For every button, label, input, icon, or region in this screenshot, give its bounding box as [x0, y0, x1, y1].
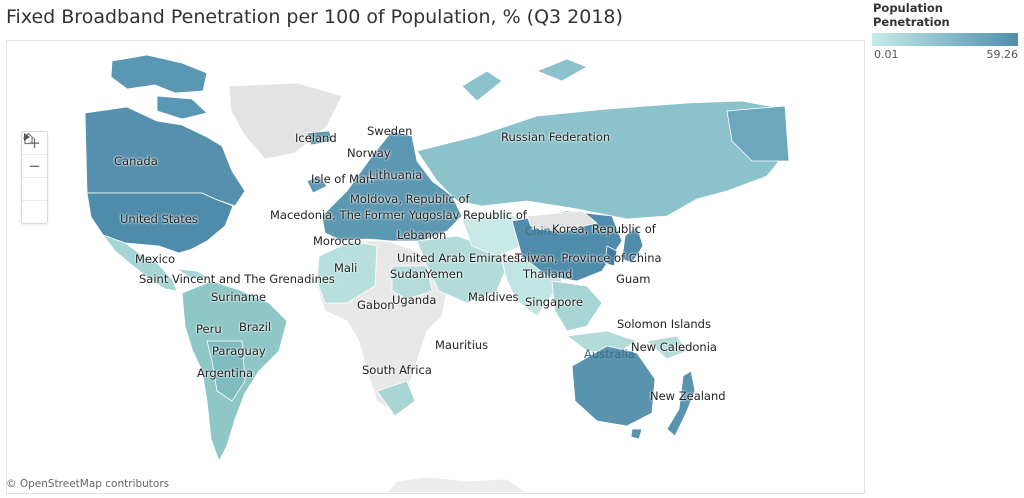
- zoom-out-button[interactable]: −: [22, 155, 47, 178]
- southeast-asia-region: [551, 280, 603, 332]
- middle-east-region: [416, 235, 508, 304]
- label-new-zealand[interactable]: New Zealand: [650, 389, 726, 403]
- chart-title: Fixed Broadband Penetration per 100 of P…: [6, 6, 623, 28]
- label-suriname[interactable]: Suriname: [211, 290, 267, 304]
- label-south-africa[interactable]: South Africa: [362, 363, 432, 377]
- iceland-region: [306, 130, 334, 146]
- label-guam[interactable]: Guam: [616, 272, 651, 286]
- label-saint-vincent[interactable]: Saint Vincent and The Grenadines: [139, 272, 335, 286]
- label-new-caledonia[interactable]: New Caledonia: [631, 340, 717, 354]
- legend-title: Population Penetration: [873, 1, 950, 29]
- label-united-states[interactable]: United States: [120, 212, 198, 226]
- label-mali[interactable]: Mali: [334, 261, 358, 275]
- world-map[interactable]: + − Iceland Sweden Norway Isle of Man Li…: [6, 40, 865, 494]
- label-china[interactable]: China: [525, 224, 558, 238]
- label-iceland[interactable]: Iceland: [295, 131, 337, 145]
- label-sudan[interactable]: Sudan: [390, 267, 427, 281]
- play-icon: [24, 133, 30, 141]
- russia-region: [416, 100, 788, 220]
- label-thailand[interactable]: Thailand: [523, 267, 573, 281]
- home-button[interactable]: [22, 132, 47, 201]
- greenland-region: [228, 82, 343, 160]
- legend-min-value: 0.01: [874, 48, 899, 61]
- label-mexico[interactable]: Mexico: [135, 252, 176, 266]
- label-korea[interactable]: Korea, Republic of: [552, 222, 656, 236]
- label-solomon-islands[interactable]: Solomon Islands: [617, 317, 711, 331]
- label-paraguay[interactable]: Paraguay: [212, 344, 266, 358]
- mexico-region: [101, 234, 178, 292]
- map-canvas[interactable]: [7, 41, 864, 493]
- expand-toolbar-button[interactable]: [22, 133, 47, 223]
- label-canada[interactable]: Canada: [114, 154, 158, 168]
- legend-range: 0.01 59.26: [872, 46, 1020, 62]
- map-attribution[interactable]: © OpenStreetMap contributors: [6, 478, 170, 490]
- label-moldova[interactable]: Moldova, Republic of: [350, 192, 470, 206]
- label-macedonia[interactable]: Macedonia, The Former Yugoslav Republic …: [270, 208, 527, 222]
- label-brazil[interactable]: Brazil: [239, 320, 272, 334]
- label-lithuania[interactable]: Lithuania: [369, 168, 423, 182]
- new-zealand-region: [666, 370, 696, 437]
- label-singapore[interactable]: Singapore: [525, 295, 584, 309]
- label-australia[interactable]: Australia: [584, 347, 635, 361]
- zoom-in-button[interactable]: +: [22, 132, 47, 155]
- europe-region: [321, 130, 463, 242]
- label-taiwan[interactable]: Taiwan, Province of China: [515, 251, 662, 265]
- legend-max-value: 59.26: [986, 48, 1019, 61]
- label-sweden[interactable]: Sweden: [367, 124, 413, 138]
- label-argentina[interactable]: Argentina: [197, 366, 254, 380]
- label-maldives[interactable]: Maldives: [468, 290, 519, 304]
- label-lebanon[interactable]: Lebanon: [397, 228, 447, 242]
- label-yemen[interactable]: Yemen: [425, 267, 464, 281]
- label-isle-of-man[interactable]: Isle of Man: [311, 172, 374, 186]
- label-morocco[interactable]: Morocco: [313, 234, 362, 248]
- korea-region: [604, 245, 618, 267]
- map-controls: + −: [21, 131, 48, 224]
- label-norway[interactable]: Norway: [347, 146, 391, 160]
- label-mauritius[interactable]: Mauritius: [435, 338, 489, 352]
- label-uae[interactable]: United Arab Emirates: [397, 251, 521, 265]
- label-russian-federation[interactable]: Russian Federation: [501, 130, 611, 144]
- label-uganda[interactable]: Uganda: [392, 293, 437, 307]
- legend-color-ramp: [872, 33, 1018, 46]
- label-gabon[interactable]: Gabon: [357, 298, 395, 312]
- japan-region: [621, 225, 644, 264]
- canada-arctic-islands: [110, 54, 208, 94]
- color-legend: Population Penetration 0.01 59.26: [872, 1, 1020, 62]
- australia-region: [571, 345, 656, 427]
- label-peru[interactable]: Peru: [196, 322, 222, 336]
- canada-region: [84, 106, 246, 207]
